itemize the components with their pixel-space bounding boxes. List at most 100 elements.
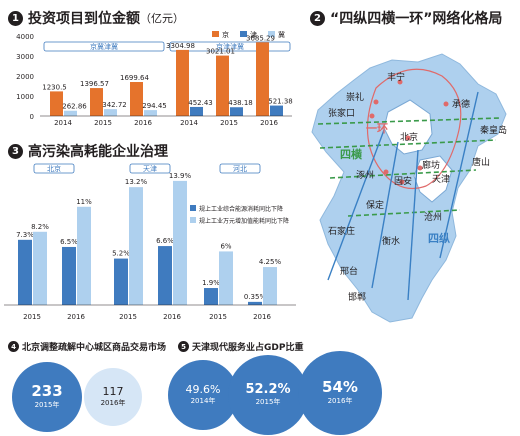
region-header-label: 河北 bbox=[233, 165, 247, 173]
panel2-title: “四纵四横一环”网络化格局 bbox=[330, 11, 503, 27]
map-city-label: 秦皇岛 bbox=[480, 124, 507, 136]
legend-label: 规上工业综合能源消耗同比下降 bbox=[199, 205, 283, 213]
heng-line-3 bbox=[329, 169, 477, 179]
bar bbox=[104, 109, 117, 116]
tianjin-area bbox=[413, 155, 453, 203]
map-city-label: 固安 bbox=[394, 175, 412, 187]
panel4-title: 北京调整疏解中心城区商品交易市场 bbox=[22, 343, 167, 353]
bar-value-label: 6.6% bbox=[156, 237, 174, 245]
section-number-badge: 2 bbox=[310, 10, 325, 26]
group-header-box bbox=[43, 41, 165, 52]
legend-swatch bbox=[212, 31, 219, 37]
bar-value-label: 262.86 bbox=[62, 103, 87, 111]
city-dot bbox=[369, 113, 375, 119]
bar-value-label: 5.2% bbox=[112, 250, 130, 258]
map-city-label: 天津 bbox=[432, 174, 450, 185]
bar bbox=[190, 106, 203, 116]
x-tick-label: 2016 bbox=[134, 119, 152, 127]
zong-line-4 bbox=[439, 91, 479, 259]
zong-line-1 bbox=[327, 129, 385, 281]
legend-swatch bbox=[190, 217, 196, 223]
bar-value-label: 4.25% bbox=[259, 258, 282, 266]
gdp-bubble-2015: 52.2% 2015年 bbox=[228, 355, 308, 435]
bar bbox=[130, 82, 143, 116]
bar bbox=[173, 180, 187, 305]
map-city-label: 丰宁 bbox=[387, 71, 405, 83]
bar bbox=[114, 258, 128, 305]
bubble-value: 233 bbox=[31, 382, 63, 401]
legend-label: 冀 bbox=[278, 30, 285, 39]
y-tick-label: 0 bbox=[30, 113, 34, 121]
map-city-label: 唐山 bbox=[472, 156, 490, 168]
panel2-header: 2 “四纵四横一环”网络化格局 bbox=[310, 8, 502, 28]
x-tick-label: 2016 bbox=[67, 313, 85, 321]
panel5-title: 天津现代服务业占GDP比重 bbox=[192, 343, 304, 353]
panel1-title: 投资项目到位金额 bbox=[28, 11, 140, 27]
x-tick-label: 2015 bbox=[94, 119, 112, 127]
ring-label: 一环 bbox=[366, 122, 388, 135]
bar bbox=[90, 88, 103, 116]
city-dot bbox=[417, 165, 423, 171]
bar-value-label: 8.2% bbox=[31, 223, 49, 231]
city-dot bbox=[397, 79, 403, 85]
bar bbox=[62, 246, 76, 305]
legend-label: 规上工业万元增加值能耗同比下降 bbox=[199, 217, 289, 225]
region-header-box bbox=[219, 163, 261, 174]
bar-value-label: 342.72 bbox=[102, 101, 127, 109]
bar-value-label: 438.18 bbox=[228, 99, 253, 107]
map-city-label: 崇礼 bbox=[346, 91, 364, 103]
bar bbox=[216, 55, 229, 116]
x-tick-label: 2015 bbox=[119, 313, 137, 321]
bar-value-label: 13.2% bbox=[125, 178, 148, 186]
bar-value-label: 1699.64 bbox=[120, 74, 149, 82]
y-tick-label: 1000 bbox=[16, 93, 34, 101]
bar bbox=[176, 49, 189, 116]
bar-value-label: 13.9% bbox=[169, 172, 192, 180]
bar bbox=[219, 251, 233, 305]
region-header-label: 天津 bbox=[143, 165, 157, 173]
city-dot bbox=[405, 135, 411, 141]
beijing-area bbox=[383, 99, 433, 155]
bubble-value: 52.2% bbox=[245, 382, 291, 398]
legend-swatch bbox=[240, 31, 247, 37]
city-dot bbox=[399, 179, 405, 185]
bar-value-label: 6.5% bbox=[60, 238, 78, 246]
bar-value-label: 3304.98 bbox=[166, 42, 195, 50]
map-city-label: 廊坊 bbox=[422, 159, 440, 171]
bubble-year: 2015年 bbox=[255, 397, 281, 406]
bar bbox=[263, 267, 277, 305]
bar-value-label: 1230.5 bbox=[42, 83, 67, 91]
bubble-year: 2014年 bbox=[190, 396, 216, 405]
bar bbox=[129, 187, 143, 305]
bubble-value: 117 bbox=[102, 385, 124, 399]
market-bubble-2016: 117 2016年 bbox=[84, 368, 142, 426]
bar-value-label: 0.35% bbox=[244, 293, 267, 301]
x-tick-label: 2016 bbox=[253, 313, 271, 321]
bar bbox=[18, 239, 32, 305]
section-number-badge: 1 bbox=[8, 10, 23, 26]
city-dot bbox=[373, 99, 379, 105]
section-number-badge: 3 bbox=[8, 143, 23, 159]
bar bbox=[64, 110, 77, 116]
legend-label: 京 bbox=[222, 30, 229, 39]
legend-swatch bbox=[268, 31, 275, 37]
bar-value-label: 3021.01 bbox=[206, 48, 235, 56]
panel4-header: 4 北京调整疏解中心城区商品交易市场 bbox=[8, 340, 166, 353]
bar-value-label: 7.3% bbox=[16, 231, 34, 239]
panel1-header: 1 投资项目到位金额 （亿元） bbox=[8, 8, 184, 28]
zong-line-2 bbox=[371, 141, 399, 289]
bar bbox=[256, 42, 269, 116]
market-bubble-2015: 233 2015年 bbox=[12, 362, 82, 432]
bar-value-label: 294.45 bbox=[142, 102, 167, 110]
region-header-box bbox=[33, 163, 75, 174]
heng-label: 四横 bbox=[340, 147, 363, 161]
bubble-year: 2016年 bbox=[100, 398, 126, 407]
x-tick-label: 2014 bbox=[54, 119, 72, 127]
y-tick-label: 2000 bbox=[16, 73, 34, 81]
gdp-bubble-2016: 54% 2016年 bbox=[298, 351, 382, 435]
bar bbox=[77, 206, 91, 305]
bar bbox=[158, 246, 172, 305]
panel3-header: 3 高污染高耗能企业治理 bbox=[8, 141, 168, 161]
heng-line-4 bbox=[347, 209, 461, 217]
